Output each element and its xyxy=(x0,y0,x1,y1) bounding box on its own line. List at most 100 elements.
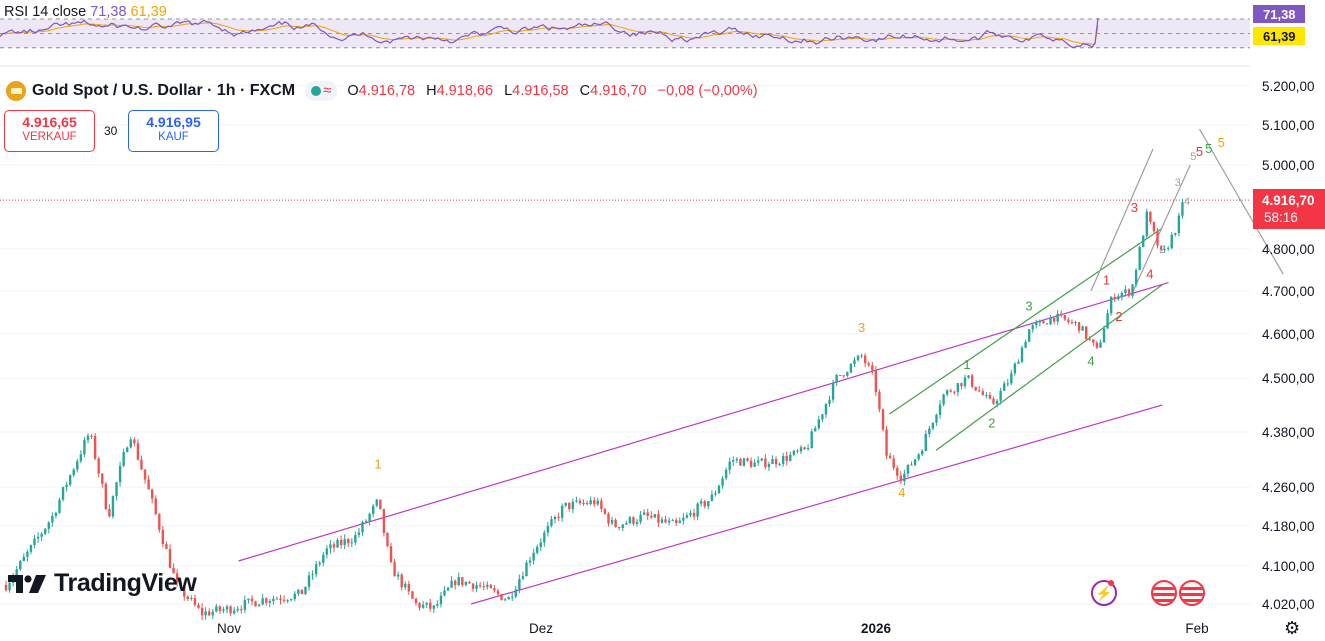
candle-body xyxy=(1170,234,1173,249)
sell-button[interactable]: 4.916,65 VERKAUF xyxy=(4,110,95,152)
candle-body xyxy=(1013,363,1017,374)
time-axis[interactable]: Nov Dez 2026 Feb xyxy=(217,621,1209,636)
candle-body xyxy=(607,513,610,524)
candle-body xyxy=(1099,342,1102,348)
symbol-header[interactable]: Gold Spot / U.S. Dollar · 1h · FXCM ≈ O4… xyxy=(6,81,765,101)
candle-body xyxy=(749,460,753,467)
candle-body xyxy=(1177,215,1181,234)
candle-body xyxy=(867,363,870,366)
candle-body xyxy=(215,606,218,612)
candle-body xyxy=(617,527,621,529)
candle-body xyxy=(1060,313,1063,316)
market-status-badge[interactable]: ≈ xyxy=(305,81,338,101)
ohlc-high: 4.918,66 xyxy=(436,83,494,99)
candle-body xyxy=(175,573,179,582)
price-tick-label: 4.500,00 xyxy=(1262,371,1315,386)
candle-body xyxy=(824,403,828,415)
candle-body xyxy=(653,514,657,518)
price-tick-label: 4.380,00 xyxy=(1262,425,1315,440)
candle-body xyxy=(22,556,26,562)
candle-body xyxy=(568,502,571,509)
candle-body xyxy=(211,611,214,616)
rsi-line xyxy=(0,17,1099,49)
ohlc-close-key: C xyxy=(579,83,591,99)
candle-body xyxy=(785,455,788,461)
candle-body xyxy=(1159,245,1163,250)
candle-body xyxy=(154,498,157,515)
candle-body xyxy=(240,609,243,611)
candle-body xyxy=(1077,322,1081,331)
countdown-text: 58:16 xyxy=(1264,210,1298,225)
candle-body xyxy=(208,611,211,616)
candle-body xyxy=(247,598,250,601)
symbol-title[interactable]: Gold Spot / U.S. Dollar · 1h · FXCM xyxy=(32,82,296,99)
gear-icon[interactable]: ⚙ xyxy=(1284,618,1301,638)
candle-body xyxy=(995,400,999,404)
candle-body xyxy=(1134,269,1138,285)
candle-body xyxy=(1042,320,1045,324)
candle-body xyxy=(254,601,257,607)
candle-body xyxy=(1063,315,1067,320)
candle-body xyxy=(906,464,910,474)
candle-body xyxy=(190,598,193,600)
wave-label: 5 xyxy=(1196,144,1203,159)
wave-label: 5 xyxy=(1190,151,1196,163)
price-tick-label: 4.700,00 xyxy=(1262,284,1315,299)
candle-body xyxy=(414,598,418,604)
flash-icon[interactable]: ⚡ xyxy=(1091,580,1117,606)
candle-body xyxy=(692,512,696,517)
candle-body xyxy=(760,458,763,461)
candle-body xyxy=(660,519,664,523)
wave-icon: ≈ xyxy=(323,82,332,99)
candle-body xyxy=(610,519,614,524)
us-flag-icon[interactable] xyxy=(1179,580,1205,606)
price-tick-label: 5.000,00 xyxy=(1262,158,1315,173)
candle-body xyxy=(646,512,649,516)
candle-body xyxy=(625,523,628,525)
candle-body xyxy=(589,500,592,505)
candle-body xyxy=(183,585,186,597)
candle-body xyxy=(475,585,478,589)
candle-body xyxy=(1142,235,1145,248)
candle-body xyxy=(1067,319,1070,323)
candle-body xyxy=(814,428,817,432)
candle-body xyxy=(1166,248,1170,250)
tradingview-logo-text: TradingView xyxy=(54,569,197,597)
candle-body xyxy=(514,589,517,597)
candle-body xyxy=(204,611,207,616)
candle-body xyxy=(478,585,482,587)
candle-body xyxy=(650,515,653,518)
wave-label: 1 xyxy=(963,357,970,372)
candle-body xyxy=(874,370,878,393)
rsi-legend[interactable]: RSI 14 close 71,38 61,39 xyxy=(4,4,167,20)
candle-body xyxy=(325,548,329,555)
grid xyxy=(0,85,1250,605)
candle-body xyxy=(685,515,689,518)
candle-body xyxy=(714,493,717,495)
wave-label: 4 xyxy=(1087,354,1094,369)
candle-body xyxy=(507,596,510,600)
candle-body xyxy=(290,599,293,601)
candle-body xyxy=(921,450,924,455)
candle-body xyxy=(439,595,443,605)
price-axis[interactable]: 4.020,00 4.100,00 4.180,00 4.260,00 4.380,00… xyxy=(1262,79,1315,612)
ohlc-change: −0,08 (−0,00%) xyxy=(657,83,758,99)
candle-body xyxy=(500,594,503,601)
wave-label: 5 xyxy=(1205,141,1212,156)
wave-label: 4 xyxy=(1146,266,1153,281)
candle-body xyxy=(774,458,778,465)
candle-body xyxy=(1035,322,1038,326)
candle-body xyxy=(924,433,927,451)
candle-body xyxy=(79,454,83,462)
us-flag-icon[interactable] xyxy=(1151,580,1177,606)
candle-body xyxy=(86,435,90,441)
candle-body xyxy=(532,552,535,561)
candle-body xyxy=(853,360,856,364)
candle-body xyxy=(400,574,403,588)
candles xyxy=(4,198,1184,621)
candle-body xyxy=(464,581,468,585)
buy-button[interactable]: 4.916,95 KAUF xyxy=(128,110,219,152)
tradingview-logo[interactable]: TradingView xyxy=(8,569,197,598)
candle-body xyxy=(72,469,75,476)
